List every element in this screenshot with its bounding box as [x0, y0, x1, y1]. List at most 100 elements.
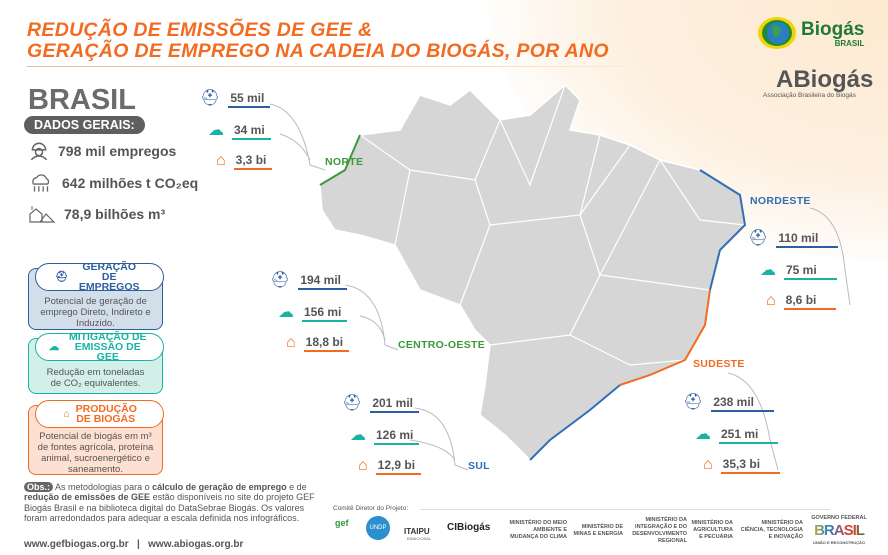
obs-text: estão disponíveis no site do projeto GEF…	[24, 492, 315, 523]
co2-cloud-icon: ☁	[760, 262, 776, 279]
region-centro-oeste: ⛑ 194 mil ☁ 156 mi ⌂ 18,8 bi	[270, 270, 350, 352]
legend-biogas-title: PRODUÇÃO DE BIOGÁS	[75, 403, 137, 425]
governo-federal-logo: GOVERNO FEDERAL BRASIL UNIÃO E RECONSTRU…	[808, 515, 870, 546]
globe-icon	[758, 17, 796, 49]
norte-label: NORTE	[325, 156, 364, 168]
title-line-1: REDUÇÃO DE EMISSÕES DE GEE &	[27, 19, 373, 41]
abiogas-link[interactable]: www.abiogas.org.br	[148, 539, 244, 550]
sul-empregos-row: ⛑ 201 mil	[342, 393, 421, 413]
stat-co2: 642 milhões t CO₂eq	[28, 172, 198, 194]
centro-oeste-biogas: 18,8 bi	[303, 335, 350, 352]
biogas-plant-icon: ⌂	[358, 457, 368, 474]
sudeste-co2: 251 mi	[719, 427, 779, 444]
dados-gerais-pill: DADOS GERAIS:	[24, 116, 145, 134]
norte-biogas-row: ⌂ 3,3 bi	[216, 152, 273, 170]
biogas-plant-icon: ⌂	[766, 292, 776, 309]
sul-coast	[529, 384, 621, 461]
centro-oeste-empregos: 194 mil	[298, 273, 348, 290]
sul-co2-row: ☁ 126 mi	[350, 425, 421, 445]
region-sul: ⛑ 201 mil ☁ 126 mi ⌂ 12,9 bi	[342, 393, 422, 475]
gov-label: GOVERNO FEDERAL	[811, 515, 867, 521]
observation-note: Obs.: As metodologias para o cálculo de …	[24, 482, 324, 523]
biogas-plant-icon: ⌂	[63, 408, 70, 420]
se-empregos-row: ⛑ 238 mil	[683, 392, 780, 412]
abiogas-logo: ABiogás	[776, 66, 874, 93]
gefbiogas-link[interactable]: www.gefbiogas.org.br	[24, 539, 129, 550]
co-co2-row: ☁ 156 mi	[278, 302, 349, 322]
cibiogas-logo: CIBiogás	[447, 522, 491, 533]
co2-cloud-icon: ☁	[48, 341, 60, 353]
legend-biogas-desc: Potencial de biogás em m³ de fontes agrí…	[37, 431, 154, 475]
stat-biogas-text: 78,9 bilhões m³	[64, 206, 166, 222]
legend-empregos-title: GERAÇÃO DE EMPREGOS	[78, 261, 140, 293]
norte-empregos: 55 mil	[228, 91, 271, 108]
legend-gee: ☁ MITIGAÇÃO DE EMISSÃO DE GEE Redução em …	[28, 332, 164, 394]
legend-biogas: ⌂ PRODUÇÃO DE BIOGÁS Potencial de biogás …	[28, 400, 164, 475]
norte-co2: 34 mi	[232, 123, 271, 140]
nordeste-empregos: 110 mil	[776, 231, 839, 248]
worker-icon: ⛑	[54, 271, 69, 283]
nordeste-label: NORDESTE	[750, 195, 811, 207]
biogas-brasil-text: Biogás	[801, 18, 865, 40]
biogas-plant-icon: ⌂	[703, 456, 713, 473]
se-biogas-row: ⌂ 35,3 bi	[703, 456, 781, 474]
obs-tag: Obs.:	[24, 482, 54, 492]
gef-logo: gef	[335, 518, 349, 528]
ministry-minas-energia: MINISTÉRIO DE MINAS E ENERGIA	[573, 524, 623, 537]
undp-logo: UNDP	[366, 516, 390, 540]
comite-label: Comitê Diretor do Projeto:	[333, 505, 409, 512]
norte-co2-row: ☁ 34 mi	[208, 120, 272, 140]
sudeste-biogas: 35,3 bi	[720, 457, 781, 474]
norte-border-highlight	[319, 134, 361, 186]
region-sudeste: ⛑ 238 mil ☁ 251 mi ⌂ 35,3 bi	[683, 392, 781, 474]
biogas-brasil-sub: BRASIL	[834, 38, 865, 48]
legend-empregos: ⛑ GERAÇÃO DE EMPREGOS Potencial de geraçã…	[28, 262, 164, 330]
sul-co2: 126 mi	[374, 428, 420, 445]
sul-biogas-row: ⌂ 12,9 bi	[358, 457, 422, 475]
title-divider	[27, 66, 627, 67]
itaipu-logo: ITAIPU	[404, 527, 430, 536]
separator: |	[136, 539, 140, 550]
norte-empregos-row: ⛑ 55 mil	[200, 88, 272, 108]
worker-icon	[30, 142, 48, 161]
ministry-meio-ambiente: MINISTÉRIO DO MEIO AMBIENTE E MUDANÇA DO…	[509, 520, 567, 540]
biogas-brasil-logo: Biogás BRASIL	[757, 15, 864, 51]
co-biogas-row: ⌂ 18,8 bi	[286, 334, 350, 352]
legend-gee-desc: Redução em toneladas de CO₂ equivalentes…	[46, 367, 145, 389]
sudeste-coast	[619, 289, 711, 386]
region-nordeste: ⛑ 110 mil ☁ 75 mi ⌂ 8,6 bi	[748, 228, 839, 310]
co-empregos-row: ⛑ 194 mil	[270, 270, 349, 290]
stat-biogas: 78,9 bilhões m³	[28, 204, 165, 224]
co2-cloud-icon: ☁	[208, 122, 224, 139]
footer-divider	[420, 509, 830, 510]
co2-cloud-icon	[32, 174, 50, 192]
legend-gee-title: MITIGAÇÃO DE EMISSÃO DE GEE	[68, 331, 147, 363]
nordeste-coast	[699, 169, 747, 291]
sul-label: SUL	[468, 460, 490, 472]
sul-biogas: 12,9 bi	[375, 458, 422, 475]
stat-empregos-text: 798 mil empregos	[58, 143, 177, 159]
region-norte: ⛑ 55 mil ☁ 34 mi ⌂ 3,3 bi	[200, 88, 273, 170]
sudeste-empregos: 238 mil	[711, 395, 775, 412]
nordeste-biogas: 8,6 bi	[783, 293, 837, 310]
ne-biogas-row: ⌂ 8,6 bi	[766, 292, 838, 310]
co2-cloud-icon: ☁	[278, 304, 294, 321]
worker-icon: ⛑	[683, 394, 704, 411]
title-line-2: GERAÇÃO DE EMPREGO NA CADEIA DO BIOGÁS, …	[27, 40, 609, 62]
footer-links: www.gefbiogas.org.br | www.abiogas.org.b…	[24, 539, 243, 550]
sul-empregos: 201 mil	[370, 396, 420, 413]
ministry-agricultura: MINISTÉRIO DA AGRICULTURA E PECUÁRIA	[691, 520, 733, 540]
ministry-integracao: MINISTÉRIO DA INTEGRAÇÃO E DO DESENVOLVI…	[632, 517, 687, 544]
biogas-plant-icon: ⌂	[286, 334, 296, 351]
co2-cloud-icon: ☁	[350, 427, 366, 444]
page-title: REDUÇÃO DE EMISSÕES DE GEE & GERAÇÃO DE …	[27, 20, 609, 62]
obs-bold: cálculo de geração de emprego	[152, 482, 287, 492]
stat-empregos: 798 mil empregos	[28, 140, 176, 162]
gov-brasil: BRASIL	[808, 522, 870, 539]
centro-oeste-co2: 156 mi	[302, 305, 348, 322]
ne-empregos-row: ⛑ 110 mil	[748, 228, 839, 248]
itaipu-sub: BINACIONAL	[407, 536, 432, 541]
worker-icon: ⛑	[270, 272, 291, 289]
worker-icon: ⛑	[342, 395, 363, 412]
